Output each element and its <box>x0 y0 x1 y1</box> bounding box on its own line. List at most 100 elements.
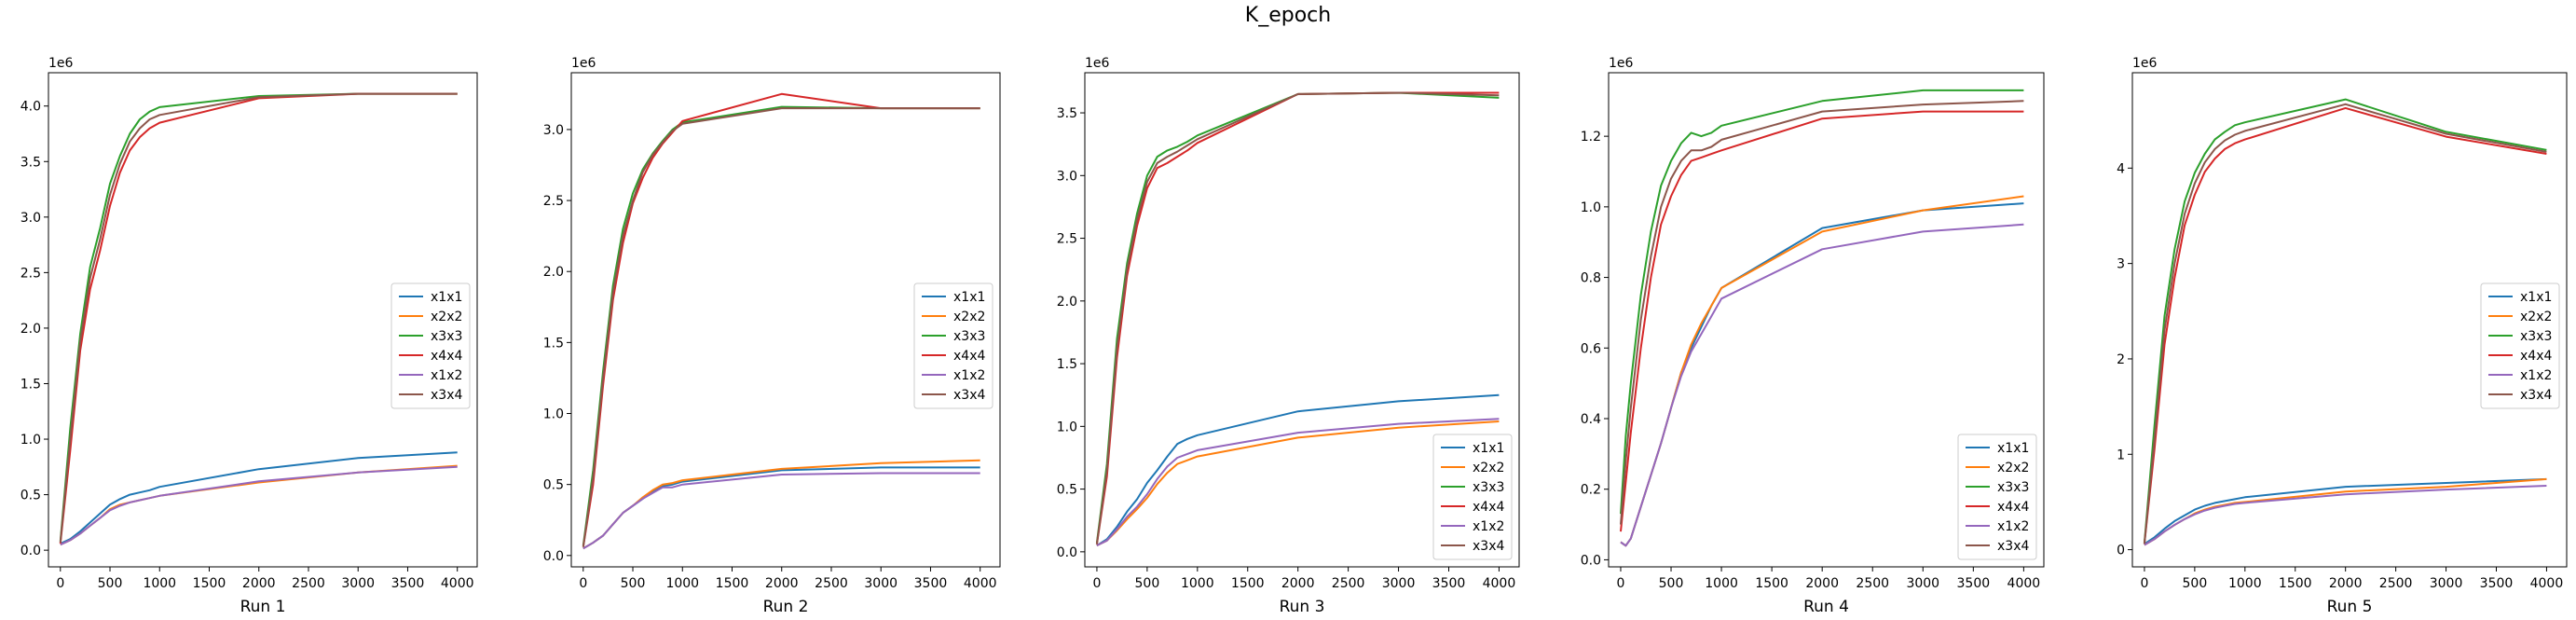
legend-label-x4x4: x4x4 <box>2520 349 2552 364</box>
legend: x1x1 x2x2 x3x3 x4x4 x1x2 x3x4 <box>1957 434 2037 560</box>
x-tick-label: 3500 <box>1957 576 1991 591</box>
legend-label-x1x2: x1x2 <box>2520 368 2552 383</box>
series-line-x1x2 <box>2144 485 2547 546</box>
y-offset-label: 1e6 <box>571 56 596 71</box>
x-tick-label: 3000 <box>341 576 375 591</box>
series-line-x1x2 <box>1620 223 2024 547</box>
x-tick-label: 3000 <box>2430 576 2463 591</box>
y-tick-label: 1.5 <box>543 336 564 351</box>
subplot-5: 0 500 1000 1500 2000 2500 3000 3500 4000 0 1 2 3 4 1e6… <box>2117 56 2568 616</box>
y-tick-label: 0.5 <box>21 489 41 503</box>
x-tick-label: 1500 <box>2279 576 2312 591</box>
y-tick-label: 0.0 <box>1581 553 1601 568</box>
series-line-x1x2 <box>60 465 458 546</box>
x-tick-label: 3500 <box>2480 576 2514 591</box>
x-tick-label: 2500 <box>292 576 325 591</box>
y-tick-label: 2.0 <box>21 322 41 337</box>
axes-frame <box>1608 72 2045 568</box>
x-tick-label: 0 <box>579 576 587 591</box>
x-tick-label: 500 <box>2183 576 2208 591</box>
x-tick-label: 0 <box>2140 576 2148 591</box>
y-tick-label: 3.5 <box>1057 106 1077 121</box>
x-tick-label: 2000 <box>242 576 276 591</box>
series-line-x2x2 <box>1096 420 1500 546</box>
subplot-1: 0 500 1000 1500 2000 2500 3000 3500 4000 0.0 0.5 1.… <box>21 56 478 616</box>
x-tick-label: 500 <box>98 576 123 591</box>
series-line-x3x4 <box>1620 100 2024 525</box>
x-tick-label: 1500 <box>193 576 226 591</box>
y-tick-label: 4 <box>2117 161 2125 176</box>
legend-label-x3x3: x3x3 <box>1997 480 2029 495</box>
legend-label-x4x4: x4x4 <box>953 349 985 364</box>
figure-title: K_epoch <box>1244 4 1332 27</box>
y-tick-label: 2 <box>2117 352 2125 367</box>
y-tick-label: 1.0 <box>1581 200 1601 215</box>
x-tick-label: 3000 <box>864 576 897 591</box>
series-line-x3x3 <box>1620 89 2024 515</box>
y-tick-label: 1.0 <box>1057 420 1077 434</box>
x-tick-label: 1000 <box>143 576 176 591</box>
series-line-x1x1 <box>1096 393 1500 546</box>
legend: x1x1 x2x2 x3x3 x4x4 x1x2 x3x4 <box>913 282 993 409</box>
legend-label-x3x3: x3x3 <box>953 329 985 344</box>
x-tick-label: 2500 <box>1332 576 1365 591</box>
y-tick-label: 0.0 <box>21 544 41 558</box>
y-tick-label: 1.2 <box>1581 130 1601 145</box>
subplot-3: 0 500 1000 1500 2000 2500 3000 3500 4000 0.0 0.5 1.… <box>1057 56 1520 616</box>
series-line-x2x2 <box>2144 477 2547 546</box>
x-tick-label: 2500 <box>1856 576 1889 591</box>
axes-frame <box>1084 72 1520 568</box>
x-tick-label: 1000 <box>2228 576 2262 591</box>
series-line-x1x2 <box>1096 418 1500 546</box>
y-tick-label: 2.5 <box>21 266 41 281</box>
legend-label-x1x2: x1x2 <box>953 368 985 383</box>
x-tick-label: 0 <box>1092 576 1101 591</box>
series-line-x3x4 <box>2143 103 2547 544</box>
legend-label-x3x3: x3x3 <box>431 329 462 344</box>
legend-label-x3x3: x3x3 <box>1473 480 1504 495</box>
series-line-x3x4 <box>1095 91 1500 544</box>
y-tick-label: 3.0 <box>1057 169 1077 184</box>
legend-box <box>1432 434 1513 560</box>
x-axis-label: Run 4 <box>1803 598 1849 616</box>
x-tick-label: 4000 <box>964 576 997 591</box>
x-tick-label: 1000 <box>665 576 699 591</box>
y-tick-label: 1.0 <box>21 433 41 448</box>
legend-label-x3x4: x3x4 <box>953 388 985 403</box>
legend-box <box>913 282 993 409</box>
legend-label-x1x1: x1x1 <box>1473 441 1504 456</box>
x-tick-label: 1000 <box>1181 576 1214 591</box>
y-tick-label: 0.4 <box>1581 412 1601 427</box>
x-axis-label: Run 5 <box>2327 598 2373 616</box>
x-tick-label: 500 <box>621 576 646 591</box>
y-offset-label: 1e6 <box>48 56 74 71</box>
axes-frame <box>570 72 1001 568</box>
y-tick-label: 2.5 <box>1057 232 1077 247</box>
x-tick-label: 4000 <box>2530 576 2564 591</box>
y-tick-label: 0.2 <box>1581 483 1601 498</box>
series-line-x1x1 <box>60 451 458 544</box>
y-tick-label: 4.0 <box>21 100 41 115</box>
legend-label-x1x1: x1x1 <box>1997 441 2029 456</box>
x-tick-label: 3000 <box>1382 576 1416 591</box>
y-tick-label: 0.6 <box>1581 341 1601 356</box>
y-tick-label: 1.0 <box>543 407 564 422</box>
series-line-x4x4 <box>2143 106 2547 544</box>
y-tick-label: 1.5 <box>21 377 41 392</box>
axes-frame <box>2131 72 2568 568</box>
y-tick-label: 1.5 <box>1057 357 1077 372</box>
x-tick-label: 4000 <box>1483 576 1516 591</box>
x-tick-label: 500 <box>1135 576 1160 591</box>
legend-label-x3x4: x3x4 <box>1997 539 2029 554</box>
legend-label-x2x2: x2x2 <box>1473 461 1504 475</box>
legend-label-x1x2: x1x2 <box>1473 519 1504 534</box>
x-tick-label: 3500 <box>391 576 425 591</box>
y-tick-label: 0.0 <box>543 549 564 564</box>
series-line-x3x4 <box>59 92 458 543</box>
x-tick-label: 2000 <box>1805 576 1839 591</box>
y-tick-label: 0.8 <box>1581 271 1601 286</box>
series-line-x3x4 <box>582 107 980 547</box>
x-tick-label: 2500 <box>2379 576 2413 591</box>
